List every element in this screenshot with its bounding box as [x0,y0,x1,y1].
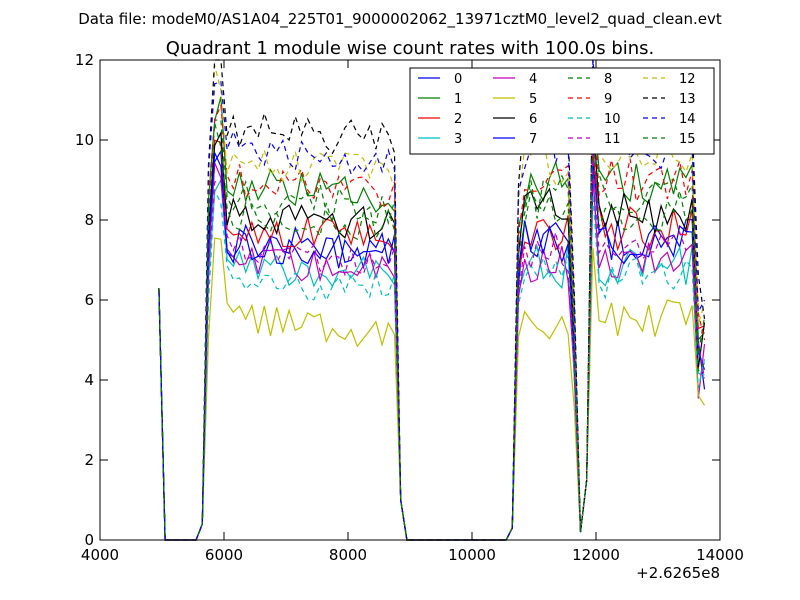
series-line-4 [158,162,706,541]
legend-label: 10 [604,112,621,127]
series-line-0 [158,144,706,541]
series-line-3 [158,169,705,541]
x-tick-label: 4000 [81,546,119,564]
y-tick-label: 4 [84,371,94,389]
legend-label: 15 [679,132,696,147]
y-tick-label: 6 [84,291,94,309]
legend-label: 3 [454,132,462,147]
y-tick-label: 10 [75,131,94,149]
legend-label: 13 [679,92,696,107]
legend-label: 14 [679,112,696,127]
legend-label: 4 [529,72,537,87]
legend-label: 0 [454,72,462,87]
series-line-7 [158,152,706,541]
x-tick-label: 8000 [329,546,367,564]
y-tick-label: 2 [84,451,94,469]
series-line-5 [158,237,706,541]
series-line-1 [158,96,705,541]
legend-label: 9 [604,92,612,107]
legend-label: 6 [529,112,537,127]
series-line-8 [158,92,706,541]
x-tick-label: 6000 [205,546,243,564]
legend-label: 5 [529,92,537,107]
legend-label: 7 [529,132,537,147]
legend-frame [409,67,715,155]
y-tick-label: 0 [84,531,94,549]
y-tick-label: 12 [75,51,94,69]
x-tick-label: 10000 [448,546,496,564]
datafile-label: Data file: modeM0/AS1A04_225T01_90000020… [78,10,722,29]
legend-label: 2 [454,112,462,127]
legend-label: 8 [604,72,612,87]
x-offset-label: +2.6265e8 [636,564,720,582]
x-tick-label: 14000 [696,546,744,564]
legend-label: 11 [604,132,621,147]
y-tick-label: 8 [84,211,94,229]
x-tick-label: 12000 [572,546,620,564]
chart-title: Quadrant 1 module wise count rates with … [166,38,655,59]
series-line-15 [158,122,705,541]
legend-label: 12 [679,72,696,87]
series-line-6 [158,118,706,541]
legend-label: 1 [454,92,462,107]
